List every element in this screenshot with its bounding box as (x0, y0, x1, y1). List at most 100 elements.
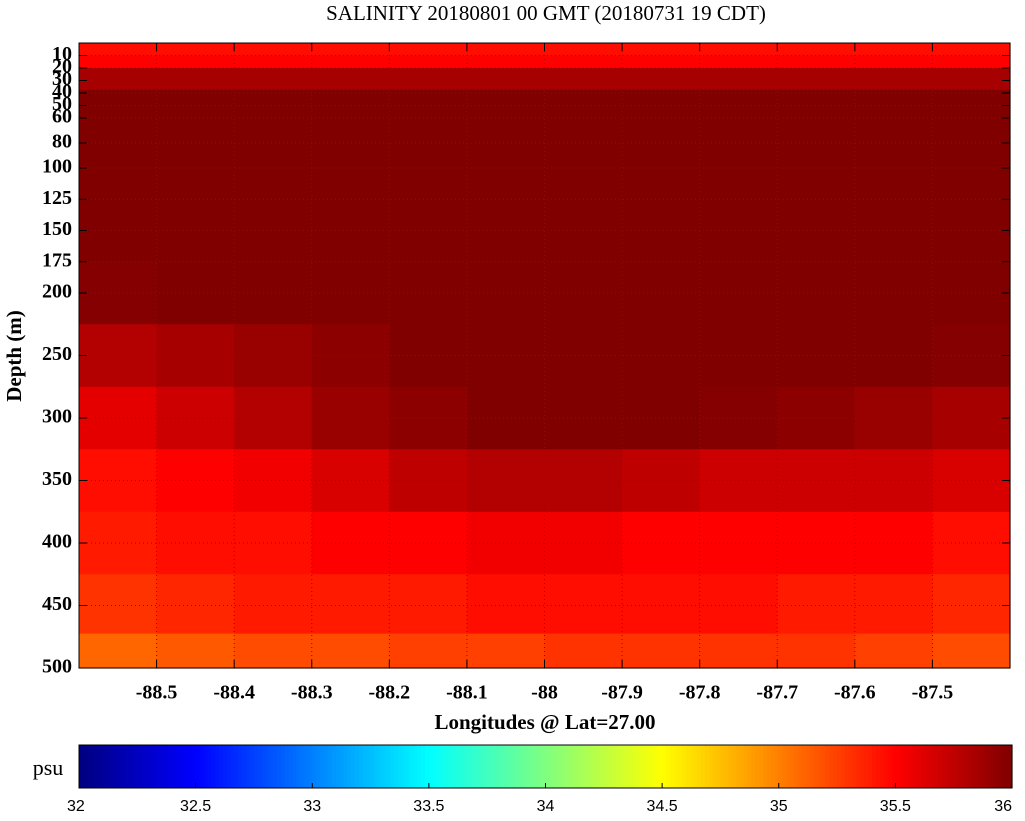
colorbar-label: psu (33, 755, 64, 780)
colorbar-swatch (669, 745, 675, 788)
heat-cell (854, 55, 934, 69)
colorbar-swatch (619, 745, 624, 788)
y-tick-label: 450 (42, 593, 72, 615)
colorbar-swatch (568, 745, 574, 788)
colorbar-tick-label: 32.5 (180, 798, 211, 815)
heat-cell (932, 633, 1011, 669)
colorbar-swatch (988, 745, 994, 788)
colorbar-swatch (751, 745, 757, 788)
colorbar-swatch (141, 745, 146, 788)
colorbar-swatch (148, 745, 154, 788)
colorbar-swatch (798, 745, 803, 788)
colorbar-swatch (94, 745, 100, 788)
colorbar-swatch (257, 745, 263, 788)
colorbar-swatch (195, 745, 201, 788)
colorbar-swatch (506, 745, 512, 788)
colorbar-swatch (615, 745, 620, 788)
colorbar-swatch (273, 745, 278, 788)
heat-cell (854, 386, 934, 450)
colorbar-swatch (778, 745, 784, 788)
colorbar-swatch (759, 745, 764, 788)
heat-cell (389, 511, 468, 575)
colorbar-swatch (584, 745, 589, 788)
colorbar-swatch (121, 745, 127, 788)
colorbar-swatch (549, 745, 554, 788)
heat-cell (156, 43, 235, 57)
colorbar-swatch (984, 745, 990, 788)
colorbar-swatch (673, 745, 679, 788)
heat-cell (622, 68, 701, 91)
colorbar-swatch (837, 745, 842, 788)
heat-cell (389, 68, 468, 91)
heat-cell (622, 386, 701, 450)
heat-cell (466, 261, 546, 325)
heat-cell (622, 199, 701, 263)
colorbar-swatch (102, 745, 107, 788)
colorbar-swatch (152, 745, 158, 788)
colorbar-swatch (603, 745, 609, 788)
heat-cell (234, 89, 313, 138)
colorbar-swatch (992, 745, 998, 788)
heat-cell (311, 386, 390, 450)
colorbar-swatch (732, 745, 737, 788)
heat-cell (777, 511, 856, 575)
heat-cell (854, 136, 934, 200)
colorbar-swatch (397, 745, 403, 788)
colorbar-swatch (370, 745, 376, 788)
colorbar-swatch (277, 745, 282, 788)
heat-cell (699, 55, 778, 69)
colorbar-swatch (825, 745, 830, 788)
heat-cell (311, 574, 390, 635)
heat-cell (544, 574, 623, 635)
colorbar-swatch (817, 745, 823, 788)
heat-cell (79, 574, 158, 635)
colorbar-swatch (308, 745, 313, 788)
colorbar-swatch (234, 745, 239, 788)
colorbar-swatch (211, 745, 216, 788)
colorbar-swatch (222, 745, 228, 788)
colorbar-tick-label: 34 (537, 798, 555, 815)
colorbar-swatch (444, 745, 449, 788)
colorbar-swatch (191, 745, 197, 788)
colorbar-swatch (755, 745, 760, 788)
colorbar-swatch (514, 745, 519, 788)
colorbar-swatch (767, 745, 772, 788)
colorbar-swatch (440, 745, 446, 788)
colorbar-swatch (864, 745, 869, 788)
colorbar-swatch (1000, 745, 1005, 788)
y-tick-label: 40 (52, 81, 72, 103)
colorbar-swatch (844, 745, 850, 788)
y-tick-label: 175 (42, 249, 72, 271)
heat-cell (777, 324, 856, 388)
heat-cell (234, 574, 313, 635)
colorbar-swatch (86, 745, 92, 788)
heat-cell (79, 89, 158, 138)
colorbar-swatch (253, 745, 259, 788)
colorbar-swatch (599, 745, 605, 788)
heat-cell (79, 136, 158, 200)
colorbar-swatch (596, 745, 601, 788)
colorbar-swatch (922, 745, 928, 788)
heatmap (79, 43, 1011, 669)
colorbar-swatch (405, 745, 411, 788)
colorbar-swatch (164, 745, 170, 788)
heat-cell (311, 324, 390, 388)
colorbar-swatch (137, 745, 142, 788)
colorbar-swatch (390, 745, 395, 788)
colorbar-swatch (494, 745, 500, 788)
colorbar-swatch (417, 745, 422, 788)
heat-cell (156, 55, 235, 69)
heat-cell (466, 68, 546, 91)
heat-cell (389, 449, 468, 513)
colorbar-swatch (526, 745, 531, 788)
colorbar-swatch (774, 745, 780, 788)
heat-cell (854, 43, 934, 57)
colorbar-swatch (642, 745, 648, 788)
colorbar-swatch (782, 745, 788, 788)
heat-cell (699, 136, 778, 200)
colorbar-swatch (125, 745, 131, 788)
colorbar: 32 32.5 33 33.5 34 34.5 35 35.5 36 (67, 744, 1013, 815)
heat-cell (932, 89, 1011, 138)
y-tick-label: 30 (52, 68, 72, 90)
